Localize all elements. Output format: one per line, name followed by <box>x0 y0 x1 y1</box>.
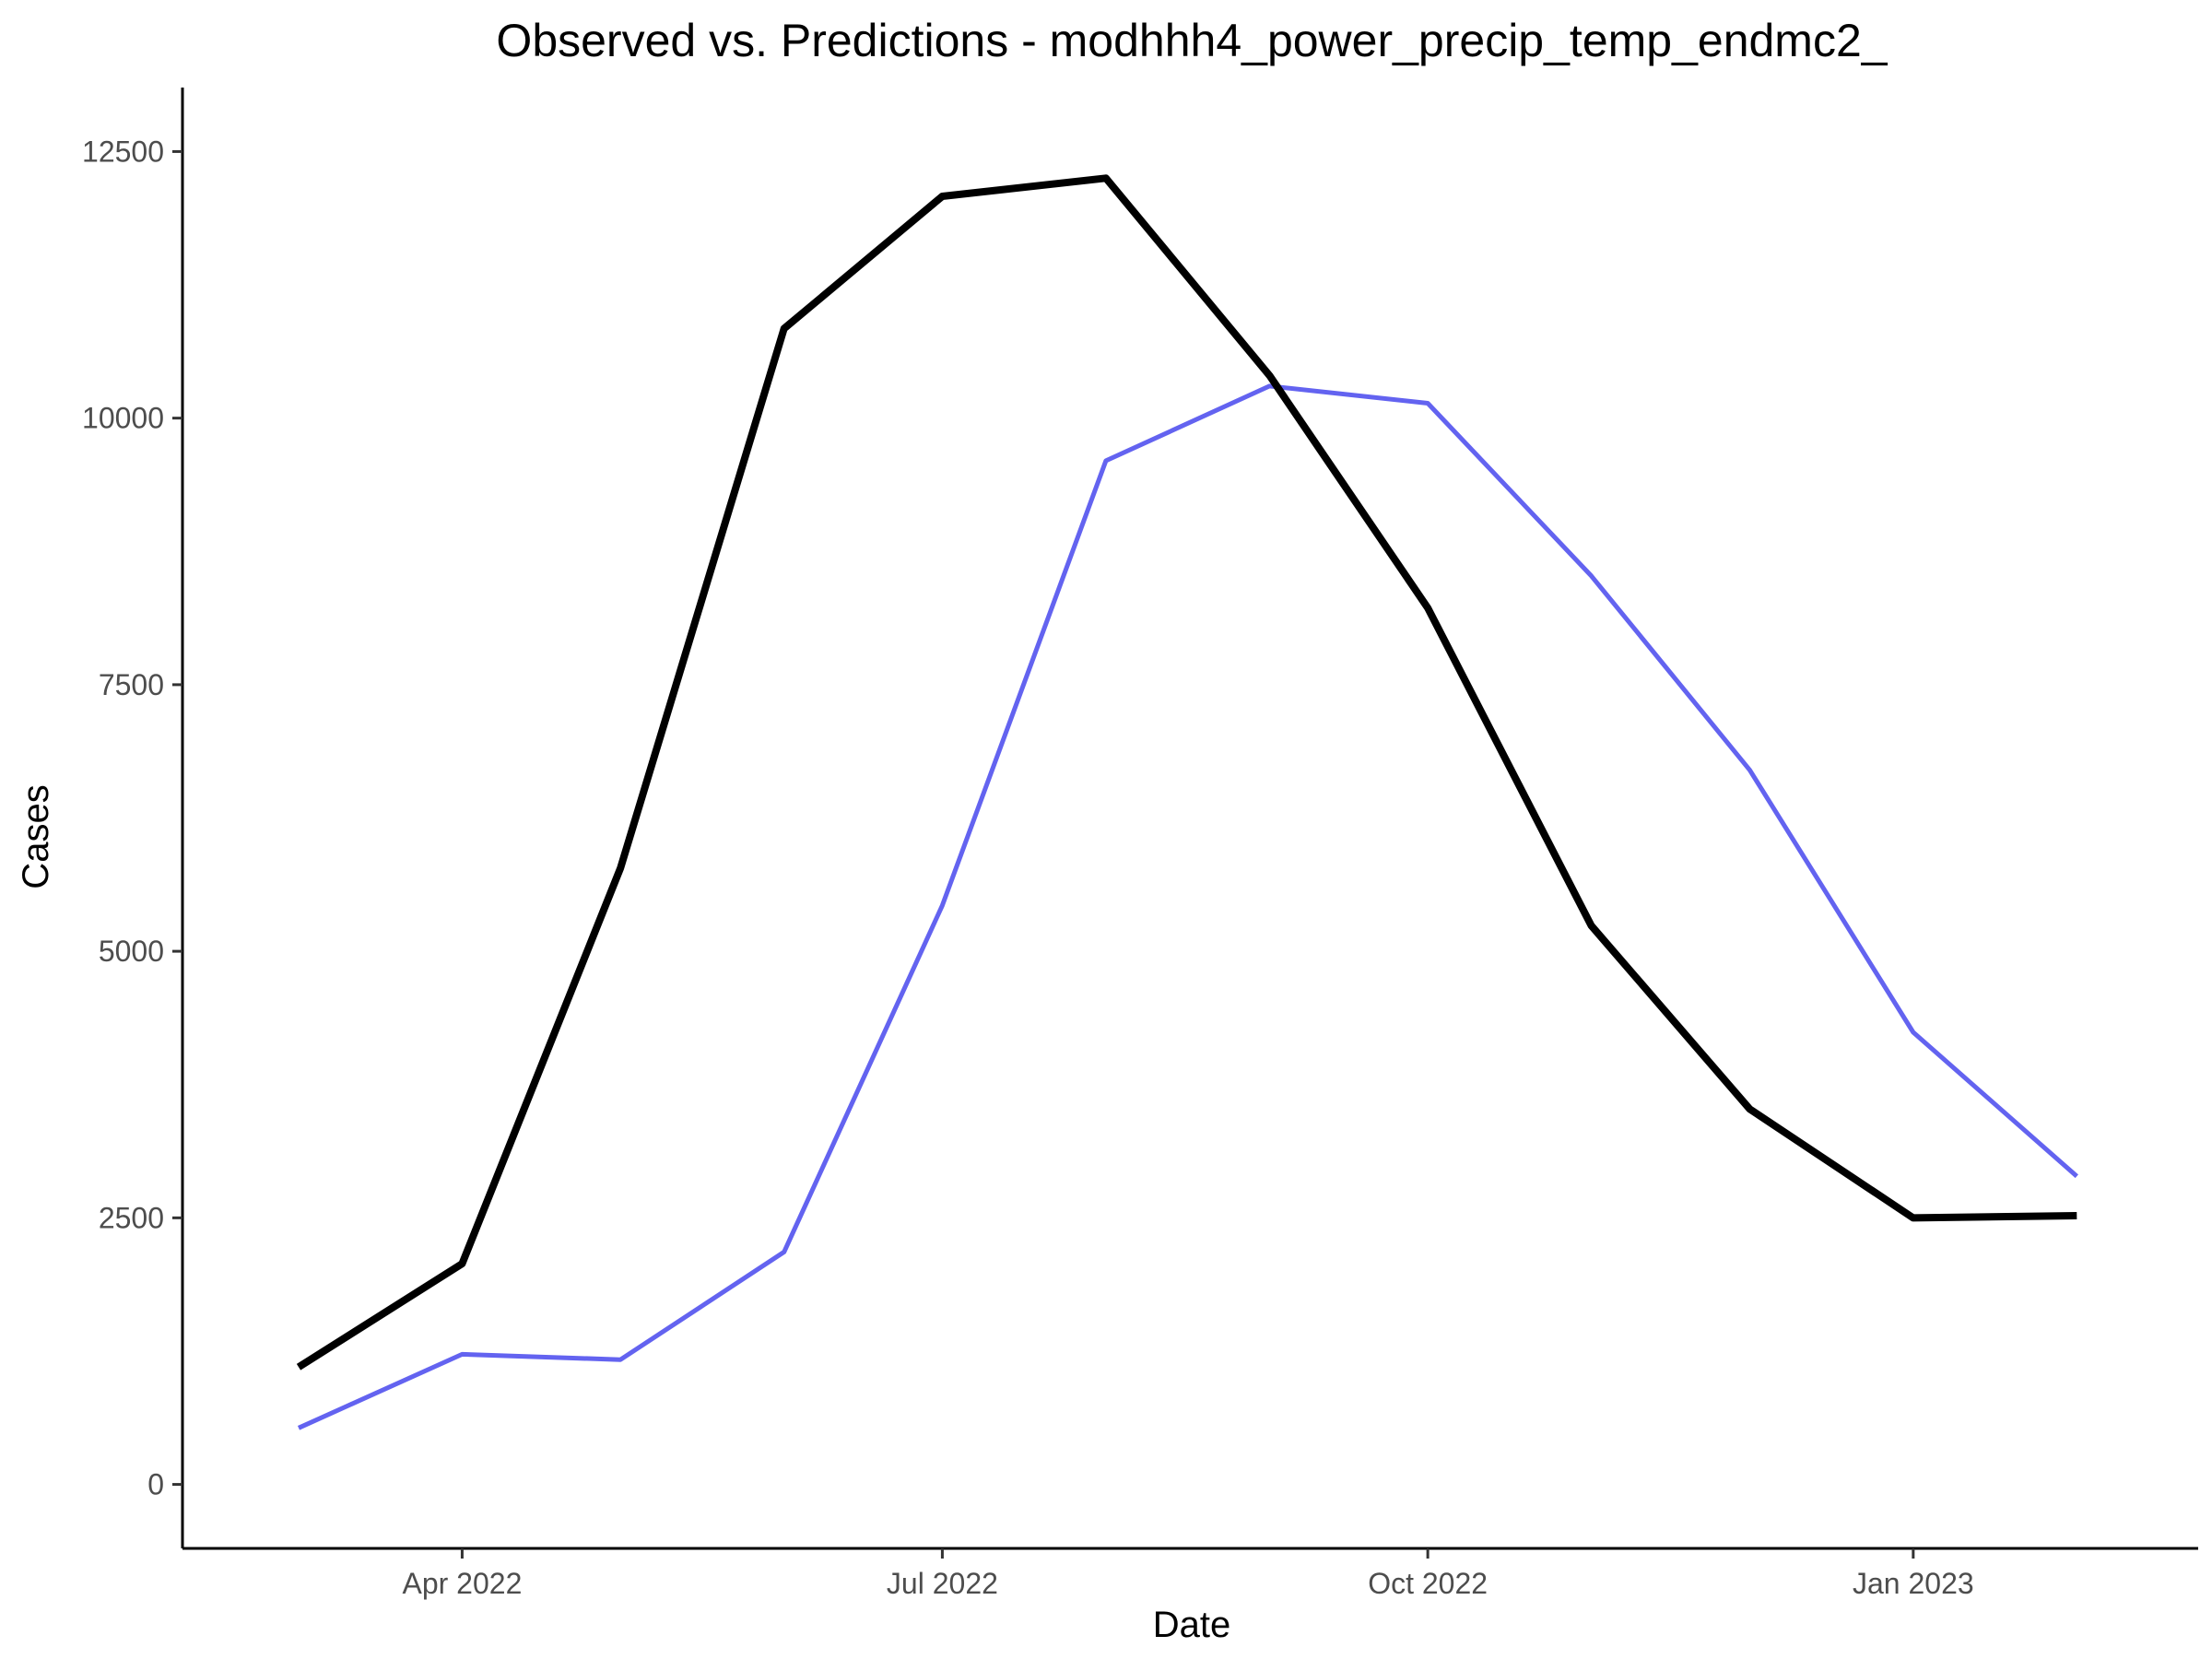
x-tick-label: Oct 2022 <box>1368 1567 1488 1600</box>
series-line-blue <box>297 383 2078 1430</box>
y-tick-label: 2500 <box>99 1201 164 1234</box>
y-tick-label: 12500 <box>82 135 164 168</box>
x-tick-label: Jan 2023 <box>1853 1567 1974 1600</box>
y-axis-title: Cases <box>16 784 56 888</box>
chart-title: Observed vs. Predictions - modhhh4_power… <box>496 15 1888 66</box>
y-tick-label: 0 <box>147 1468 164 1501</box>
x-ticks: Apr 2022 Jul 2022 Oct 2022 Jan 2023 <box>402 1548 1974 1600</box>
x-axis-title: Date <box>1153 1605 1231 1645</box>
y-ticks: 0 2500 5000 7500 10000 12500 <box>82 135 182 1501</box>
x-tick-label: Jul 2022 <box>887 1567 998 1600</box>
series-line-black <box>296 174 2077 1371</box>
x-tick-label: Apr 2022 <box>402 1567 522 1600</box>
y-tick-label: 5000 <box>99 935 164 968</box>
y-tick-label: 10000 <box>82 402 164 435</box>
series-layer <box>296 174 2078 1430</box>
axes <box>181 88 2198 1550</box>
y-tick-label: 7500 <box>99 668 164 701</box>
